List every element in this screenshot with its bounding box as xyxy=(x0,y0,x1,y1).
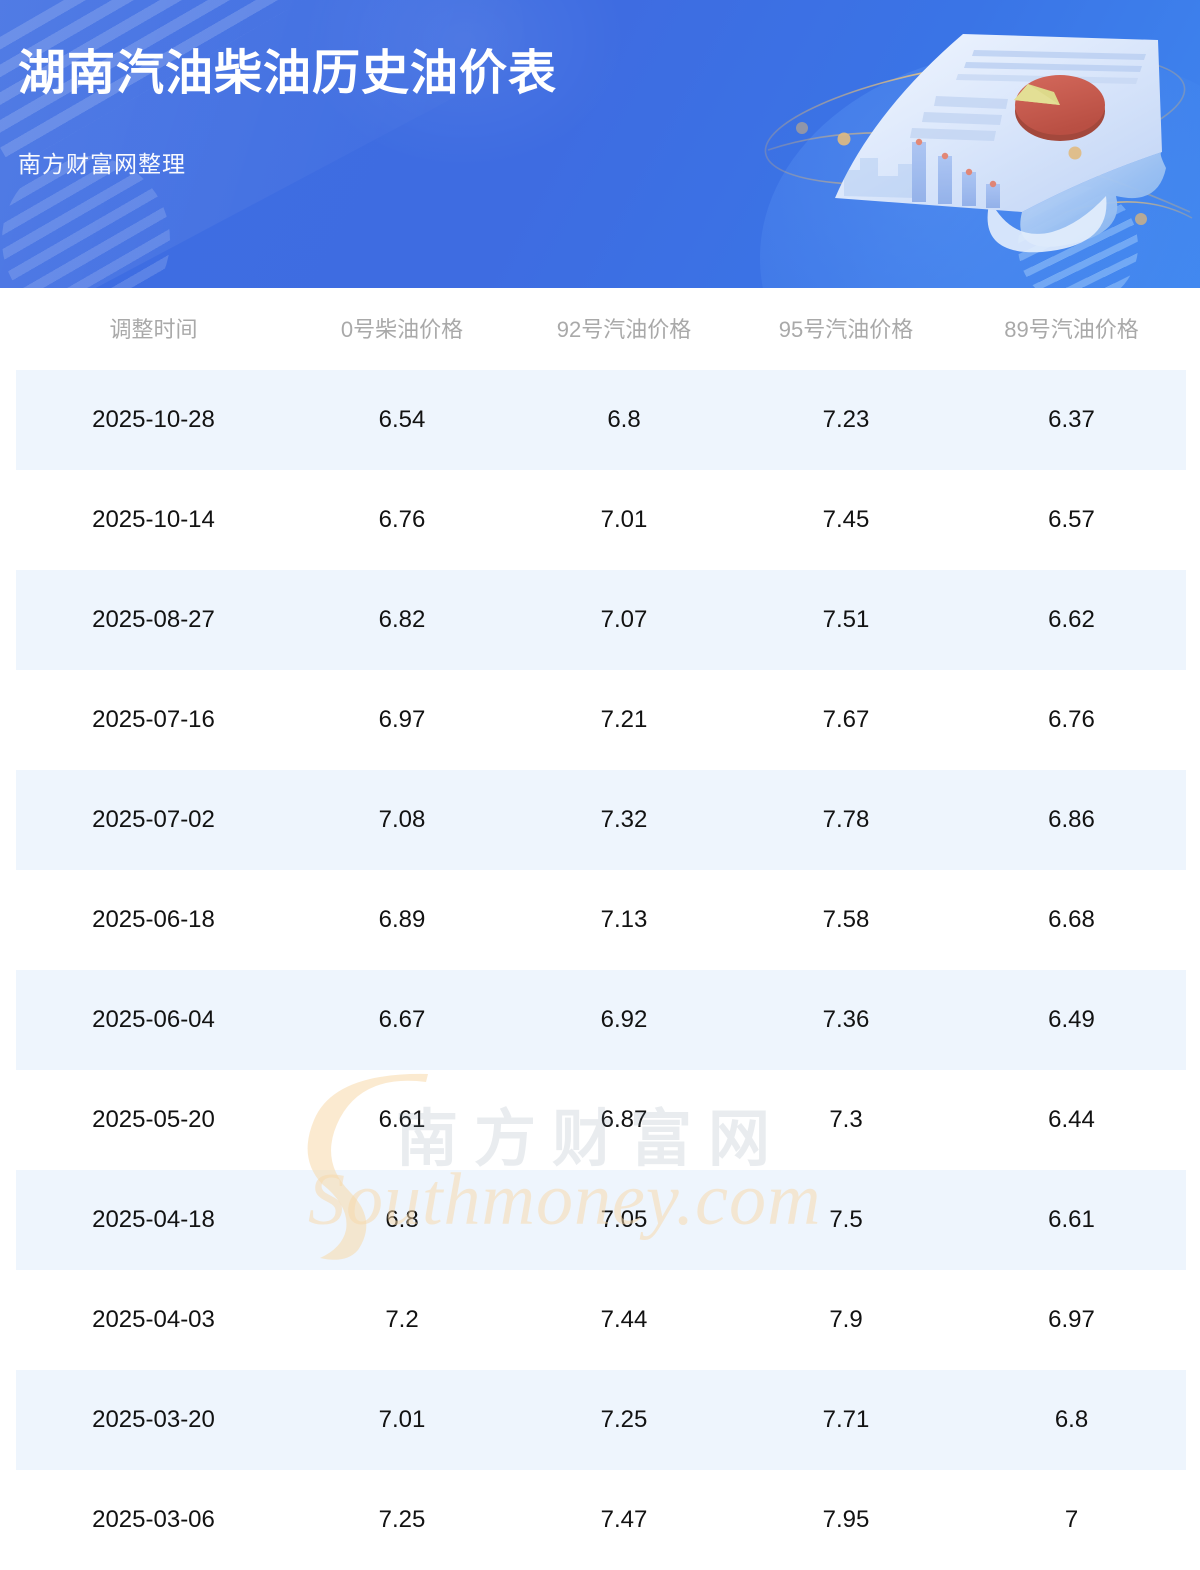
cell-date: 2025-04-18 xyxy=(16,1170,291,1270)
cell-gas95: 7.71 xyxy=(735,1370,957,1470)
cell-date: 2025-03-06 xyxy=(16,1470,291,1570)
cell-date: 2025-07-16 xyxy=(16,670,291,770)
column-header-gas92: 92号汽油价格 xyxy=(513,288,735,370)
table-row: 2025-10-14 6.76 7.01 7.45 6.57 xyxy=(16,470,1186,570)
page-title: 湖南汽油柴油历史油价表 xyxy=(18,47,558,100)
cell-gas92: 7.44 xyxy=(513,1270,735,1370)
cell-gas95: 7.78 xyxy=(735,770,957,870)
cell-date: 2025-08-27 xyxy=(16,570,291,670)
table-body: 2025-10-28 6.54 6.8 7.23 6.37 2025-10-14… xyxy=(16,370,1186,1570)
cell-gas92: 7.32 xyxy=(513,770,735,870)
cell-gas92: 7.25 xyxy=(513,1370,735,1470)
table-row: 2025-04-03 7.2 7.44 7.9 6.97 xyxy=(16,1270,1186,1370)
cell-gas92: 7.47 xyxy=(513,1470,735,1570)
cell-gas89: 6.97 xyxy=(957,1270,1186,1370)
cell-diesel0: 6.8 xyxy=(291,1170,513,1270)
oil-price-table: 调整时间 0号柴油价格 92号汽油价格 95号汽油价格 89号汽油价格 2025… xyxy=(16,288,1186,1570)
cell-gas92: 6.92 xyxy=(513,970,735,1070)
table-row: 2025-08-27 6.82 7.07 7.51 6.62 xyxy=(16,570,1186,670)
cell-gas89: 6.86 xyxy=(957,770,1186,870)
cell-date: 2025-10-14 xyxy=(16,470,291,570)
page-subtitle: 南方财富网整理 xyxy=(18,151,186,178)
table-header-row: 调整时间 0号柴油价格 92号汽油价格 95号汽油价格 89号汽油价格 xyxy=(16,288,1186,370)
cell-gas95: 7.3 xyxy=(735,1070,957,1170)
cell-date: 2025-03-20 xyxy=(16,1370,291,1470)
column-header-diesel0: 0号柴油价格 xyxy=(291,288,513,370)
cell-date: 2025-05-20 xyxy=(16,1070,291,1170)
cell-gas95: 7.58 xyxy=(735,870,957,970)
cell-gas95: 7.51 xyxy=(735,570,957,670)
cell-gas92: 7.13 xyxy=(513,870,735,970)
table-row: 2025-10-28 6.54 6.8 7.23 6.37 xyxy=(16,370,1186,470)
cell-gas92: 6.87 xyxy=(513,1070,735,1170)
cell-gas89: 6.44 xyxy=(957,1070,1186,1170)
cell-gas89: 6.61 xyxy=(957,1170,1186,1270)
cell-gas89: 6.68 xyxy=(957,870,1186,970)
cell-gas89: 6.62 xyxy=(957,570,1186,670)
table-row: 2025-04-18 6.8 7.05 7.5 6.61 xyxy=(16,1170,1186,1270)
table-row: 2025-03-06 7.25 7.47 7.95 7 xyxy=(16,1470,1186,1570)
cell-gas95: 7.36 xyxy=(735,970,957,1070)
cell-gas95: 7.95 xyxy=(735,1470,957,1570)
cell-gas95: 7.5 xyxy=(735,1170,957,1270)
page-banner: 湖南汽油柴油历史油价表 南方财富网整理 xyxy=(0,0,1200,288)
cell-gas92: 7.01 xyxy=(513,470,735,570)
column-header-gas95: 95号汽油价格 xyxy=(735,288,957,370)
cell-diesel0: 7.2 xyxy=(291,1270,513,1370)
cell-diesel0: 6.97 xyxy=(291,670,513,770)
cell-gas92: 7.05 xyxy=(513,1170,735,1270)
cell-date: 2025-04-03 xyxy=(16,1270,291,1370)
cell-gas95: 7.67 xyxy=(735,670,957,770)
table-row: 2025-06-04 6.67 6.92 7.36 6.49 xyxy=(16,970,1186,1070)
cell-gas89: 6.37 xyxy=(957,370,1186,470)
cell-diesel0: 6.54 xyxy=(291,370,513,470)
column-header-date: 调整时间 xyxy=(16,288,291,370)
table-row: 2025-05-20 6.61 6.87 7.3 6.44 xyxy=(16,1070,1186,1170)
cell-gas89: 6.8 xyxy=(957,1370,1186,1470)
cell-date: 2025-06-04 xyxy=(16,970,291,1070)
cell-diesel0: 6.76 xyxy=(291,470,513,570)
cell-gas95: 7.9 xyxy=(735,1270,957,1370)
table-row: 2025-06-18 6.89 7.13 7.58 6.68 xyxy=(16,870,1186,970)
cell-gas95: 7.23 xyxy=(735,370,957,470)
table-header: 调整时间 0号柴油价格 92号汽油价格 95号汽油价格 89号汽油价格 xyxy=(16,288,1186,370)
cell-gas92: 7.21 xyxy=(513,670,735,770)
cell-diesel0: 6.61 xyxy=(291,1070,513,1170)
cell-diesel0: 6.67 xyxy=(291,970,513,1070)
oil-price-table-wrap: 南方财富网 Southmoney.com 调整时间 0号柴油价格 92号汽油价格… xyxy=(0,288,1200,1570)
table-row: 2025-07-16 6.97 7.21 7.67 6.76 xyxy=(16,670,1186,770)
cell-date: 2025-10-28 xyxy=(16,370,291,470)
cell-gas89: 6.57 xyxy=(957,470,1186,570)
cell-date: 2025-07-02 xyxy=(16,770,291,870)
cell-date: 2025-06-18 xyxy=(16,870,291,970)
column-header-gas89: 89号汽油价格 xyxy=(957,288,1186,370)
cell-gas89: 7 xyxy=(957,1470,1186,1570)
cell-gas89: 6.76 xyxy=(957,670,1186,770)
cell-gas92: 6.8 xyxy=(513,370,735,470)
cell-diesel0: 7.01 xyxy=(291,1370,513,1470)
cell-gas89: 6.49 xyxy=(957,970,1186,1070)
cell-gas95: 7.45 xyxy=(735,470,957,570)
cell-diesel0: 7.08 xyxy=(291,770,513,870)
cell-diesel0: 6.89 xyxy=(291,870,513,970)
cell-diesel0: 6.82 xyxy=(291,570,513,670)
cell-gas92: 7.07 xyxy=(513,570,735,670)
banner-text-block: 湖南汽油柴油历史油价表 南方财富网整理 xyxy=(18,46,557,179)
table-row: 2025-03-20 7.01 7.25 7.71 6.8 xyxy=(16,1370,1186,1470)
table-row: 2025-07-02 7.08 7.32 7.78 6.86 xyxy=(16,770,1186,870)
cell-diesel0: 7.25 xyxy=(291,1470,513,1570)
report-document-chart-illustration xyxy=(760,0,1200,288)
